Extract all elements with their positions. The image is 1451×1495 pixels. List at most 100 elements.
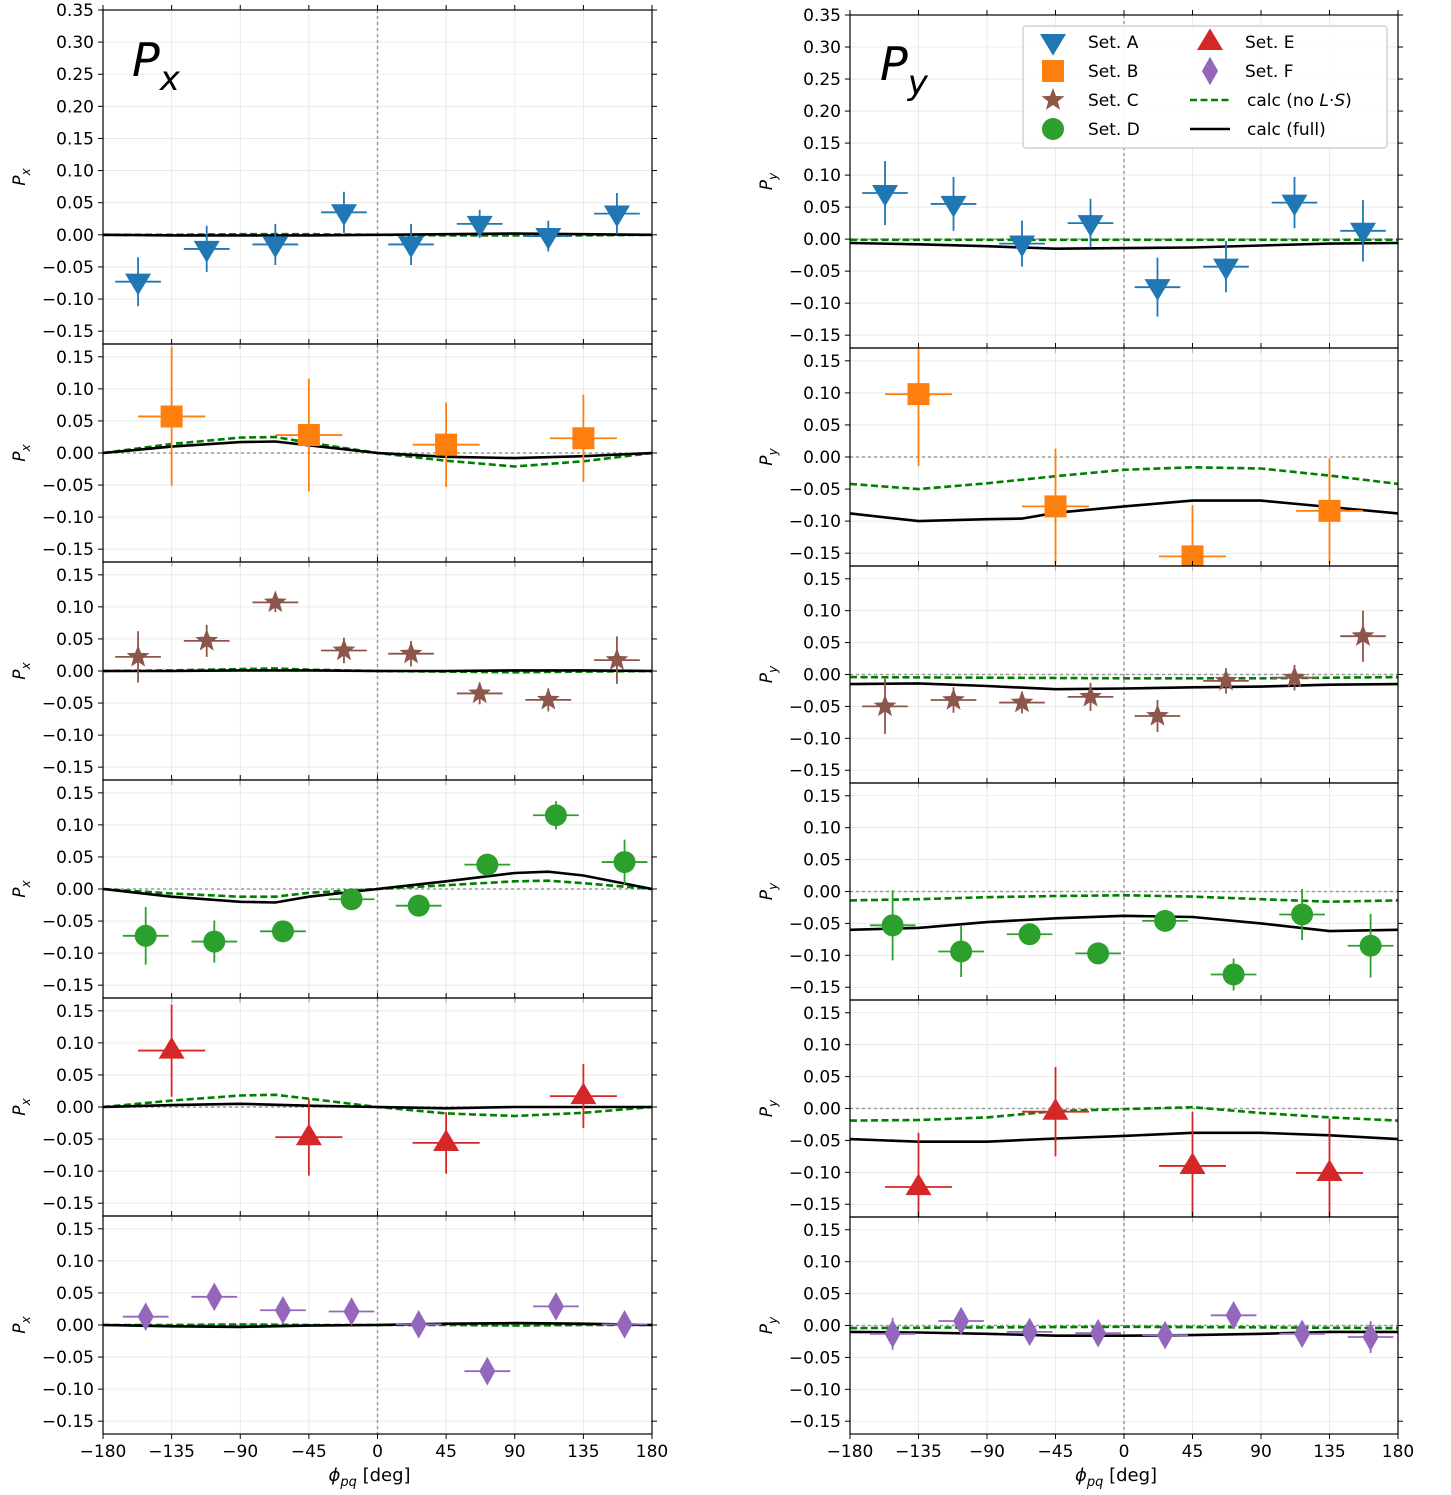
calc-full-curve	[850, 499, 1398, 523]
panel-big-label-sub: y	[907, 63, 929, 103]
data-marker	[1009, 235, 1036, 258]
y-axis-label: Py	[757, 882, 780, 900]
y-tick-label: 0.05	[803, 851, 841, 871]
data-point-set-a	[321, 191, 367, 233]
calc-full-curve	[103, 440, 652, 460]
y-tick-label: −0.15	[789, 1412, 841, 1432]
y-axis-label-sub: x	[19, 661, 33, 670]
legend-label: Set. C	[1088, 91, 1139, 111]
x-tick-label: 0	[1119, 1442, 1130, 1462]
y-ticks	[845, 795, 1403, 988]
y-tick-label: −0.15	[789, 978, 841, 998]
y-tick-label: −0.10	[42, 944, 94, 964]
data-point-set-d	[191, 920, 238, 963]
data-marker	[1144, 279, 1171, 301]
data-point-set-d	[533, 801, 579, 830]
panel-big-label: Px	[132, 33, 181, 99]
data-point-set-f	[533, 1292, 579, 1321]
y-tick-label: −0.15	[42, 540, 94, 560]
y-tick-label: 0.15	[56, 566, 94, 586]
y-tick-label: −0.15	[42, 322, 94, 342]
y-tick-label: −0.15	[42, 758, 94, 778]
data-point-set-d	[1006, 923, 1053, 946]
y-axis-label: Py	[757, 665, 780, 683]
y-ticks	[98, 1010, 657, 1204]
y-tick-label: 0.25	[803, 70, 841, 90]
x-axis-label-unit: [deg]	[1103, 1465, 1157, 1486]
y-tick-label: 0.00	[56, 662, 94, 682]
data-point-set-f	[122, 1302, 169, 1331]
data-point-set-c	[1134, 700, 1181, 732]
legend-marker	[1201, 56, 1219, 86]
y-ticks	[845, 578, 1403, 771]
panel-py-set-c: −0.15 −0.10 −0.05 0.00 0.05 0.10 0.15 Py	[757, 561, 1403, 788]
y-tick-label: 0.00	[56, 444, 94, 464]
y-tick-label: −0.10	[42, 290, 94, 310]
y-ticks	[98, 9, 657, 332]
legend-label-pre: calc (no	[1247, 91, 1319, 111]
y-tick-label: 0.05	[803, 634, 841, 654]
y-ticks	[98, 356, 657, 550]
y-tick-label: −0.10	[789, 946, 841, 966]
data-marker	[410, 1310, 427, 1339]
y-ticks	[98, 792, 657, 986]
legend-label-post: )	[1345, 91, 1352, 111]
x-tick-label: −180	[827, 1442, 874, 1462]
data-marker	[616, 1310, 633, 1339]
panel-px-set-f: −0.15 −0.10 −0.05 0.00 0.05 0.10 0.15 Px −180 −13…	[10, 1211, 668, 1490]
calc-no-ls-curve	[103, 667, 652, 674]
data-marker	[1090, 1318, 1107, 1348]
y-tick-label: 0.05	[803, 416, 841, 436]
data-marker	[476, 853, 499, 876]
y-tick-label: 0.00	[803, 230, 841, 250]
y-tick-label: 0.10	[56, 1252, 94, 1272]
data-point-set-b	[1159, 505, 1226, 566]
legend-entry-b: Set. B	[1042, 60, 1138, 82]
y-tick-label: 0.05	[56, 194, 94, 214]
y-axis-label-main: P	[757, 672, 777, 683]
data-marker	[398, 236, 425, 259]
panel-px-set-e: −0.15 −0.10 −0.05 0.00 0.05 0.10 0.15 Px	[10, 993, 657, 1221]
y-tick-label: 0.00	[803, 448, 841, 468]
y-tick-label: −0.15	[789, 544, 841, 564]
y-tick-label: 0.05	[803, 198, 841, 218]
data-marker	[1281, 194, 1308, 217]
y-axis-label-sub: x	[19, 167, 33, 176]
data-marker	[1349, 222, 1376, 245]
y-tick-label: −0.05	[42, 912, 94, 932]
legend-marker	[1040, 33, 1066, 56]
data-point-set-a	[115, 257, 161, 307]
x-axis-label-main: ϕ	[1075, 1465, 1087, 1486]
data-marker	[544, 804, 567, 827]
y-tick-label: −0.05	[42, 476, 94, 496]
y-tick-label: −0.05	[789, 1348, 841, 1368]
y-tick-label: 0.15	[803, 787, 841, 807]
panel-big-label-sub: x	[159, 59, 181, 99]
y-tick-label: 0.15	[56, 348, 94, 368]
x-tick-label: 45	[435, 1442, 457, 1462]
data-marker	[953, 1306, 970, 1336]
y-axis-label-main: P	[10, 887, 30, 898]
data-point-set-b	[1022, 448, 1089, 565]
legend-label: Set. B	[1088, 62, 1138, 82]
legend-label: Set. E	[1245, 33, 1294, 53]
panel-px-set-d: −0.15 −0.10 −0.05 0.00 0.05 0.10 0.15 Px	[10, 775, 657, 1003]
data-point-set-f	[464, 1356, 511, 1386]
y-tick-label: −0.05	[789, 914, 841, 934]
data-point-set-b	[885, 348, 952, 466]
y-tick-label: 0.10	[803, 819, 841, 839]
y-tick-label: 0.15	[803, 1221, 841, 1241]
data-point-set-d	[938, 925, 984, 978]
y-axis-label: Py	[757, 447, 780, 465]
y-axis-label-main: P	[757, 179, 777, 190]
panel-big-label-main: P	[880, 37, 908, 91]
y-axis-label-main: P	[10, 175, 30, 186]
data-marker	[206, 1282, 223, 1312]
y-axis-label: Px	[10, 443, 33, 461]
panel-px-set-c: −0.15 −0.10 −0.05 0.00 0.05 0.10 0.15 Px	[10, 557, 657, 785]
data-marker	[1021, 1317, 1038, 1347]
x-tick-label: −135	[895, 1442, 942, 1462]
x-tick-label: −90	[969, 1442, 1005, 1462]
y-axis-label-main: P	[757, 1106, 777, 1117]
data-marker	[125, 273, 152, 296]
